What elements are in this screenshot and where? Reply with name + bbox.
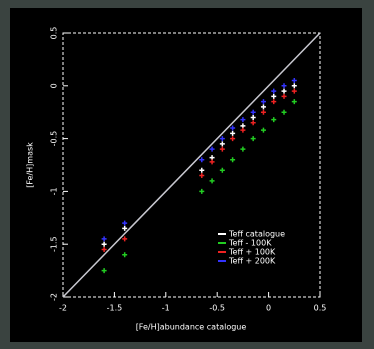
data-point (199, 157, 205, 163)
data-point (209, 146, 215, 152)
identity-line (62, 32, 321, 298)
x-axis-label: [Fe/H]abundance catalogue (136, 323, 247, 332)
axes-frame (62, 32, 321, 298)
data-point (260, 127, 266, 133)
data-point (281, 83, 287, 89)
y-tick-label: -0.5 (50, 131, 59, 147)
data-point (219, 136, 225, 142)
data-point (240, 127, 246, 133)
data-point (250, 136, 256, 142)
data-point (199, 188, 205, 194)
x-tick-label: 0 (266, 304, 271, 313)
data-point (271, 93, 277, 99)
legend-label: Teff catalogue (228, 230, 285, 239)
legend-label: Teff - 100K (228, 239, 272, 248)
data-point (230, 136, 236, 142)
data-point (209, 155, 215, 161)
data-point (101, 236, 107, 242)
data-point (271, 88, 277, 94)
data-point (250, 120, 256, 126)
data-point (230, 130, 236, 136)
data-point (230, 125, 236, 131)
data-point (209, 159, 215, 165)
data-point (281, 109, 287, 115)
data-point (219, 146, 225, 152)
y-tick-label: 0.5 (50, 27, 59, 40)
y-tick-label: 0 (50, 83, 59, 88)
data-point (122, 225, 128, 231)
data-point (250, 114, 256, 120)
data-point (230, 157, 236, 163)
data-point (271, 99, 277, 105)
data-point (101, 268, 107, 274)
data-point (291, 83, 297, 89)
data-point (291, 88, 297, 94)
data-point (219, 167, 225, 173)
data-point (250, 109, 256, 115)
data-point (260, 104, 266, 110)
data-point (281, 93, 287, 99)
data-point (199, 167, 205, 173)
data-point (240, 117, 246, 123)
x-tick-label: 0.5 (314, 304, 327, 313)
y-axis-label: [Fe/H]mask (26, 142, 35, 188)
data-point (260, 99, 266, 105)
y-tick-label: -2 (50, 293, 59, 301)
legend-label: Teff + 200K (228, 257, 276, 266)
data-point (101, 241, 107, 247)
plot-background (10, 8, 362, 342)
data-point (281, 88, 287, 94)
data-point (291, 78, 297, 84)
data-point (260, 109, 266, 115)
x-tick-label: -2 (59, 304, 67, 313)
data-point (209, 178, 215, 184)
data-point (271, 117, 277, 123)
data-point (122, 220, 128, 226)
data-point (291, 99, 297, 105)
data-point (199, 173, 205, 179)
y-tick-label: -1.5 (50, 236, 59, 252)
data-point (122, 252, 128, 258)
data-point (219, 141, 225, 147)
y-tick-label: -1 (50, 187, 59, 195)
x-tick-label: -1 (162, 304, 170, 313)
data-point (101, 246, 107, 252)
x-tick-label: -0.5 (209, 304, 225, 313)
data-point (122, 236, 128, 242)
x-tick-label: -1.5 (107, 304, 123, 313)
data-point (240, 146, 246, 152)
data-point (240, 123, 246, 129)
legend-label: Teff + 100K (228, 248, 276, 257)
